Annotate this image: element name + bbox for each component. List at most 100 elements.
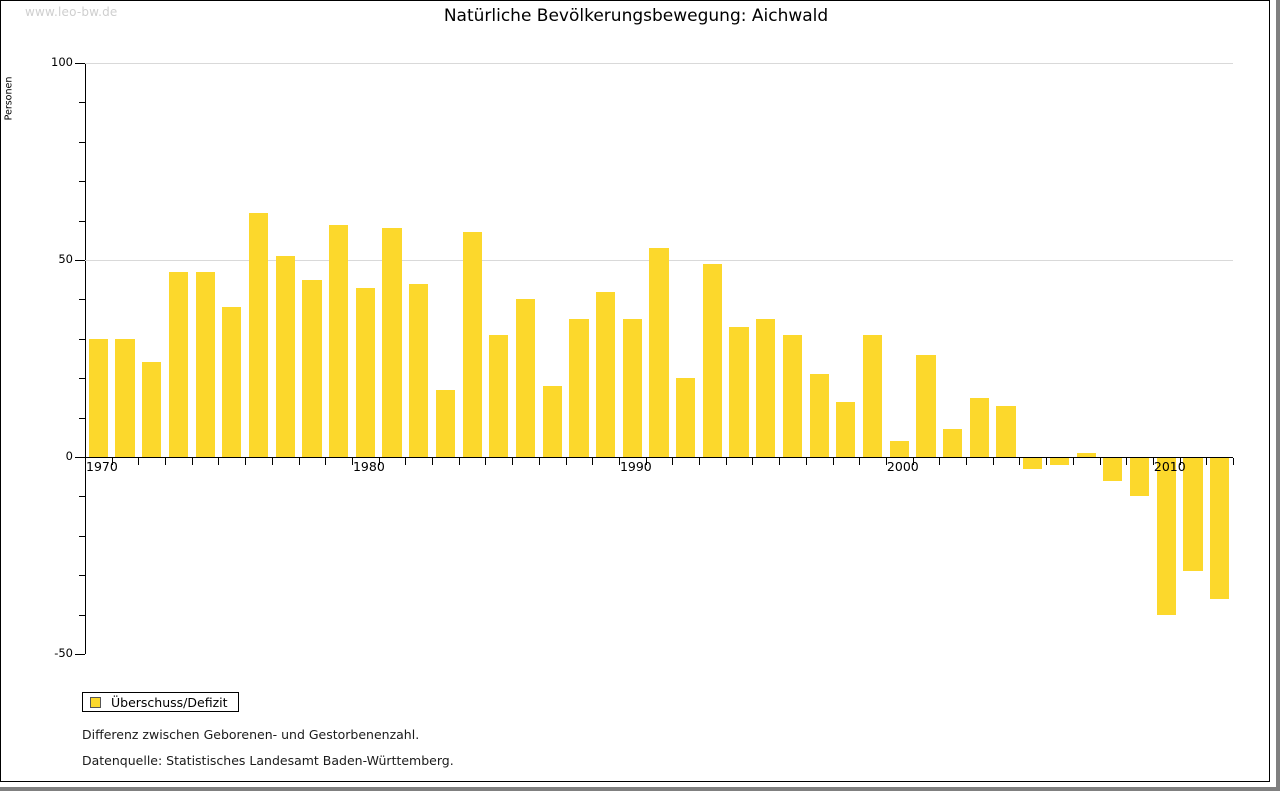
gridline--50 bbox=[85, 654, 1233, 655]
bar-1994[interactable] bbox=[729, 326, 749, 457]
bar-1981[interactable] bbox=[382, 228, 402, 457]
x-tick bbox=[1179, 458, 1181, 465]
x-tick bbox=[538, 458, 540, 465]
bar-1985[interactable] bbox=[489, 334, 509, 457]
x-tick bbox=[1126, 458, 1128, 465]
legend[interactable]: Überschuss/Defizit bbox=[82, 692, 239, 712]
watermark: www.leo-bw.de bbox=[25, 5, 118, 19]
bar-2003[interactable] bbox=[969, 397, 989, 457]
y-tick--10 bbox=[79, 496, 85, 498]
x-tick bbox=[111, 458, 113, 465]
bar-2000[interactable] bbox=[889, 441, 909, 457]
bar-1977[interactable] bbox=[275, 256, 295, 457]
bar-1993[interactable] bbox=[702, 263, 722, 457]
x-tick bbox=[405, 458, 407, 465]
bar-2002[interactable] bbox=[943, 429, 963, 457]
bar-2008[interactable] bbox=[1103, 457, 1123, 481]
y-tick-70 bbox=[79, 181, 85, 183]
bar-1989[interactable] bbox=[595, 291, 616, 457]
x-tick-label-1970: 1970 bbox=[86, 459, 118, 474]
x-tick bbox=[85, 458, 86, 465]
bar-1972[interactable] bbox=[142, 362, 162, 457]
footnote-source: Datenquelle: Statistisches Landesamt Bad… bbox=[82, 753, 454, 768]
bar-1984[interactable] bbox=[462, 232, 482, 457]
bar-1997[interactable] bbox=[809, 374, 829, 457]
x-tick bbox=[832, 458, 834, 465]
bar-2010[interactable] bbox=[1156, 457, 1176, 615]
x-tick bbox=[218, 458, 220, 465]
x-tick bbox=[1046, 458, 1048, 465]
y-tick-50 bbox=[75, 260, 85, 261]
x-tick bbox=[351, 458, 353, 465]
bar-1991[interactable] bbox=[649, 248, 669, 457]
x-tick bbox=[779, 458, 781, 465]
bar-1970[interactable] bbox=[88, 338, 108, 457]
y-tick-20 bbox=[79, 378, 85, 380]
x-tick bbox=[432, 458, 434, 465]
y-tick-60 bbox=[79, 220, 85, 222]
x-tick bbox=[1206, 458, 1208, 465]
x-tick bbox=[512, 458, 514, 465]
x-tick bbox=[992, 458, 994, 465]
legend-swatch-icon bbox=[90, 696, 101, 708]
bar-1974[interactable] bbox=[195, 271, 215, 457]
bar-1998[interactable] bbox=[836, 401, 856, 457]
bar-1990[interactable] bbox=[622, 319, 642, 457]
bar-1983[interactable] bbox=[435, 390, 456, 457]
bar-2011[interactable] bbox=[1183, 457, 1203, 572]
y-tick--50 bbox=[75, 654, 85, 655]
bar-1976[interactable] bbox=[248, 212, 269, 457]
y-tick--40 bbox=[79, 614, 85, 616]
y-axis-label: Personen bbox=[3, 76, 15, 121]
y-tick--30 bbox=[79, 575, 85, 577]
y-tick-80 bbox=[79, 141, 85, 143]
bar-1973[interactable] bbox=[168, 271, 189, 457]
bar-1978[interactable] bbox=[302, 279, 322, 457]
bar-2004[interactable] bbox=[996, 405, 1016, 457]
y-tick-30 bbox=[79, 338, 85, 340]
x-tick bbox=[245, 458, 247, 465]
bar-1988[interactable] bbox=[569, 319, 589, 457]
bar-1996[interactable] bbox=[782, 334, 803, 457]
bar-1986[interactable] bbox=[515, 299, 536, 457]
bar-2012[interactable] bbox=[1210, 457, 1230, 599]
x-tick bbox=[165, 458, 167, 465]
y-tick-10 bbox=[79, 417, 85, 419]
x-tick bbox=[325, 458, 327, 465]
x-tick-label-1990: 1990 bbox=[619, 459, 652, 474]
bar-2006[interactable] bbox=[1049, 457, 1070, 465]
bar-1975[interactable] bbox=[222, 307, 242, 457]
x-tick bbox=[1072, 458, 1074, 465]
y-axis-line bbox=[85, 63, 86, 654]
bar-2009[interactable] bbox=[1129, 457, 1150, 497]
x-tick bbox=[699, 458, 701, 465]
x-tick bbox=[618, 458, 620, 465]
y-tick-label--50: -50 bbox=[54, 646, 73, 660]
plot-area bbox=[85, 63, 1233, 654]
bar-1987[interactable] bbox=[542, 386, 562, 457]
bar-1980[interactable] bbox=[355, 287, 375, 457]
bar-2001[interactable] bbox=[916, 354, 936, 457]
x-tick-label-2010: 2010 bbox=[1153, 459, 1186, 474]
legend-label: Überschuss/Defizit bbox=[111, 694, 228, 710]
x-tick bbox=[565, 458, 567, 465]
x-tick bbox=[939, 458, 941, 465]
bar-2005[interactable] bbox=[1023, 457, 1043, 469]
x-tick bbox=[1233, 458, 1234, 465]
bar-1982[interactable] bbox=[409, 283, 429, 457]
bar-1995[interactable] bbox=[756, 319, 776, 457]
bar-1999[interactable] bbox=[862, 334, 883, 457]
x-tick bbox=[912, 458, 914, 465]
y-tick-100 bbox=[75, 63, 85, 64]
x-tick bbox=[885, 458, 887, 465]
y-tick-90 bbox=[79, 102, 85, 104]
x-tick bbox=[1019, 458, 1021, 465]
x-tick bbox=[859, 458, 861, 465]
bar-1992[interactable] bbox=[676, 378, 696, 457]
bar-1971[interactable] bbox=[115, 338, 135, 457]
x-tick bbox=[752, 458, 754, 465]
bar-2007[interactable] bbox=[1076, 453, 1096, 457]
bar-1979[interactable] bbox=[329, 224, 349, 457]
